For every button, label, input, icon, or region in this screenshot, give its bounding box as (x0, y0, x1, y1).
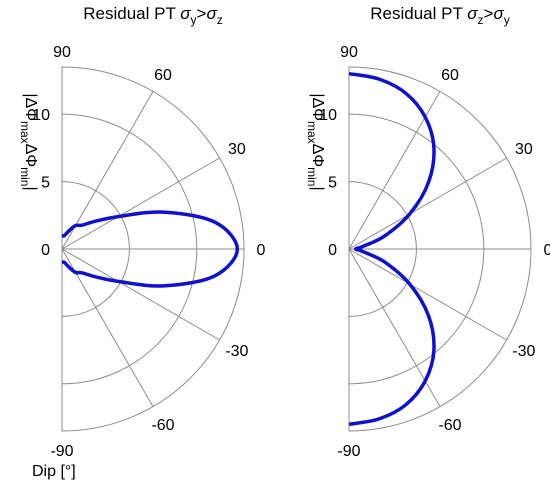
y-axis-label: |ΔΦmaxΔΦmin| (18, 93, 39, 190)
angle-tick-label: -90 (50, 443, 73, 460)
angle-tick-label: -60 (438, 417, 461, 434)
spoke-30 (348, 157, 507, 250)
outer-boundary (61, 66, 245, 432)
spoke-30 (61, 157, 220, 250)
x-axis-label: Dip [°] (32, 463, 76, 480)
spoke--30 (61, 248, 220, 341)
outer-boundary (348, 66, 532, 432)
spoke--60 (61, 248, 154, 407)
spoke--30 (348, 248, 507, 341)
data-series-line (61, 210, 240, 288)
angle-tick-label: -30 (512, 343, 535, 360)
angle-tick-label: 0 (257, 242, 266, 259)
chart-title: Residual PT σy>σz (83, 4, 222, 27)
angle-tick-label: 90 (340, 44, 358, 61)
chart-title: Residual PT σz>σy (370, 4, 509, 27)
angle-tick-label: -90 (337, 443, 360, 460)
radius-tick-label: 0 (328, 242, 337, 259)
angle-tick-label: 60 (154, 67, 172, 84)
polar-panel-1: 90 60 30 0 -30 -60 -90 0 5 10 Residual PT σy>σz |ΔΦ… (18, 4, 266, 480)
data-series-line (348, 71, 436, 427)
radius-tick-label: 5 (328, 175, 337, 192)
polar-panel-2: 90 60 30 0 -30 -60 -90 0 5 10 Residual PT σz>σy |ΔΦ… (305, 4, 550, 460)
angle-tick-label: 30 (228, 141, 246, 158)
angle-tick-label: 90 (53, 44, 71, 61)
radius-tick-label: 10 (32, 107, 50, 124)
radius-tick-label: 0 (41, 242, 50, 259)
radius-tick-label: 5 (41, 175, 50, 192)
angle-tick-label: -60 (151, 417, 174, 434)
radius-tick-label: 10 (319, 107, 337, 124)
spoke-60 (61, 91, 154, 250)
angle-tick-label: 60 (441, 67, 459, 84)
angle-tick-label: 30 (515, 141, 533, 158)
angle-tick-label: -30 (225, 343, 248, 360)
angle-tick-label: 0 (544, 242, 550, 259)
y-axis-label: |ΔΦmaxΔΦmin| (305, 93, 326, 190)
